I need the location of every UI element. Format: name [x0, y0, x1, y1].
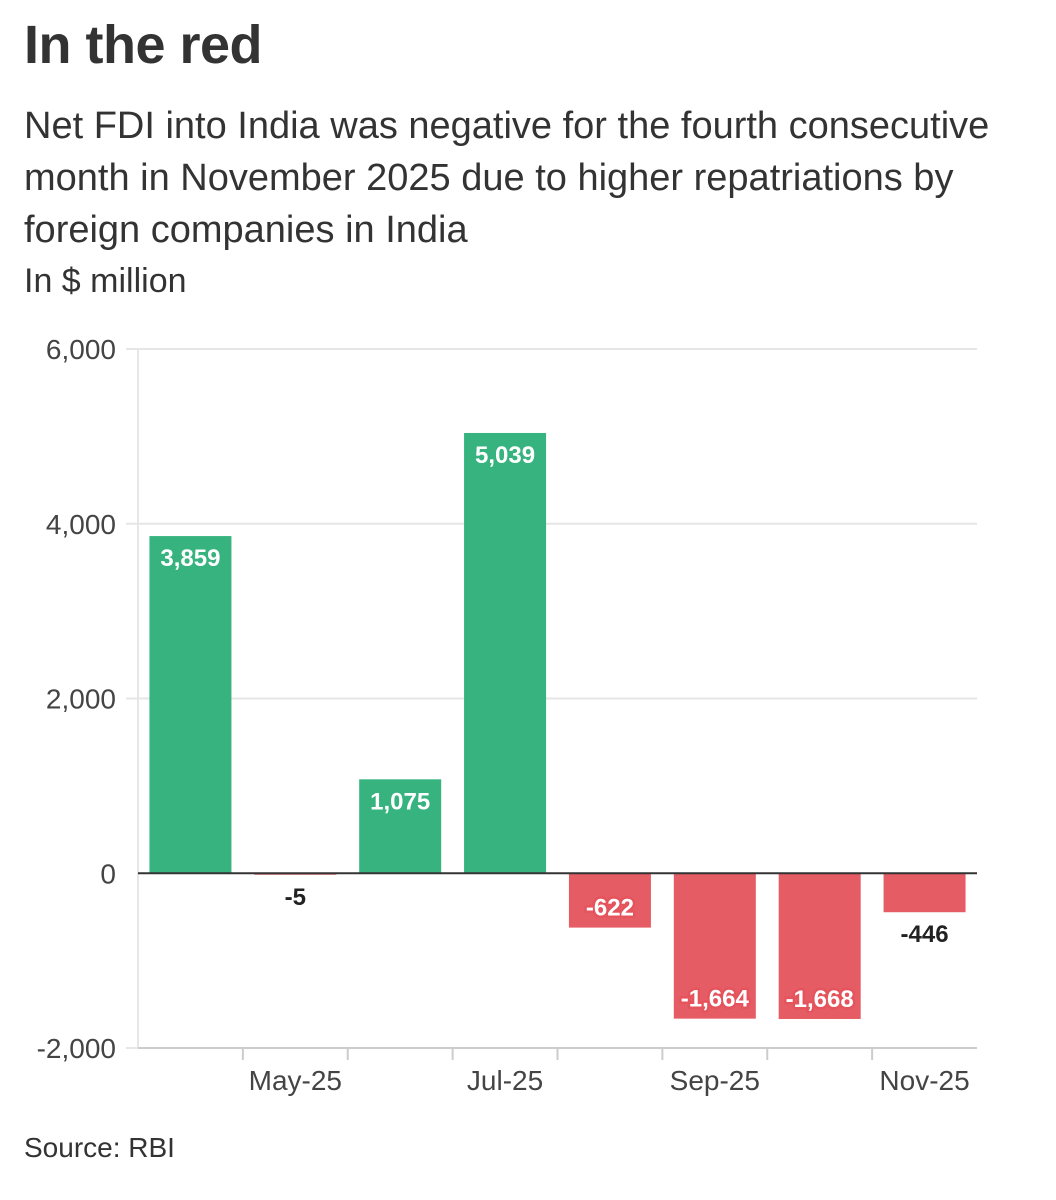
bar-value-labels: 3,859 -5 1,075 5,039 -622 -1,664 -1,668 -446	[158, 439, 951, 1015]
bar-Oct-25	[778, 873, 861, 1019]
bars	[149, 432, 966, 1019]
x-tick-label: May-25	[249, 1065, 342, 1096]
bar-value-label: -5	[285, 884, 306, 911]
bar-Sep-25	[673, 873, 756, 1019]
chart-subtitle: Net FDI into India was negative for the …	[24, 105, 990, 251]
bar-value-label: 3,859	[160, 545, 220, 572]
bar-value-label: -1,668	[786, 986, 854, 1013]
y-tick-label: 2,000	[46, 684, 116, 715]
x-axis-ticks: May-25 Jul-25 Sep-25 Nov-25	[241, 1048, 970, 1096]
source-note: Source: RBI	[24, 1132, 175, 1163]
bar-value-label: 5,039	[475, 442, 535, 469]
y-axis-ticks: -2,000 0 2,000 4,000 6,000	[37, 334, 116, 1064]
x-tick-label: Nov-25	[879, 1065, 969, 1096]
bar-Jun-25	[359, 779, 442, 874]
y-tick-label: -2,000	[37, 1033, 116, 1064]
y-tick-label: 6,000	[46, 334, 116, 365]
unit-label: In $ million	[24, 262, 187, 300]
x-tick-label: Sep-25	[670, 1065, 760, 1096]
bar-Aug-25	[568, 873, 651, 928]
y-tick-label: 4,000	[46, 509, 116, 540]
bar-value-label: -622	[586, 895, 634, 922]
x-tick-label: Jul-25	[467, 1065, 543, 1096]
bar-value-label: -446	[901, 921, 949, 948]
bar-Nov-25	[883, 873, 966, 913]
chart-title: In the red	[24, 15, 263, 75]
bar-Jul-25	[464, 432, 547, 874]
bar-value-label: -1,664	[681, 986, 750, 1013]
bar-value-label: 1,075	[370, 788, 430, 815]
bar-Apr-25	[149, 536, 232, 874]
y-tick-label: 0	[100, 858, 116, 889]
